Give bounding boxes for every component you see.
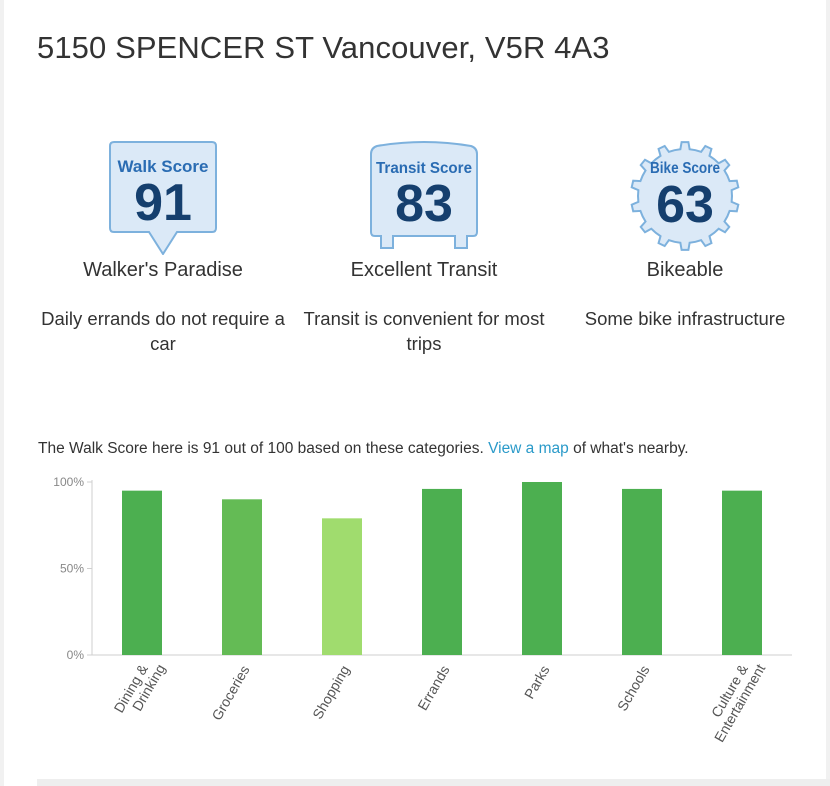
bike-score-subtext-link[interactable]: Some bike infrastructure xyxy=(584,308,786,329)
page-edge-right xyxy=(826,0,830,786)
address-title: 5150 SPENCER ST Vancouver, V5R 4A3 xyxy=(37,30,610,65)
bar-parks[interactable] xyxy=(522,482,562,655)
y-tick-label: 100% xyxy=(53,475,84,489)
x-category-label: Schools xyxy=(614,663,653,714)
bar-groceries[interactable] xyxy=(222,499,262,655)
bottom-divider xyxy=(37,779,830,786)
walk-score-intro: The Walk Score here is 91 out of 100 bas… xyxy=(38,440,689,458)
bike-score-label: Bike Score xyxy=(650,160,720,177)
view-map-link[interactable]: View a map xyxy=(488,440,569,457)
transit-score-label: Transit Score xyxy=(376,160,472,177)
x-category-label: Errands xyxy=(414,663,452,713)
bike-score-badge[interactable]: Bike Score 63 xyxy=(627,140,743,252)
x-category-label: Shopping xyxy=(309,663,352,722)
x-category-label: Groceries xyxy=(208,663,252,724)
bike-score-description: Bikeable xyxy=(646,259,724,281)
page-edge-left xyxy=(0,0,4,786)
transit-score-subtext-link[interactable]: Transit is convenient for most trips xyxy=(303,308,545,354)
transit-score-value: 83 xyxy=(395,175,453,233)
bar-shopping[interactable] xyxy=(322,518,362,655)
x-category-label: Parks xyxy=(521,663,553,702)
intro-text-end: of what's nearby. xyxy=(573,440,689,457)
y-tick-label: 0% xyxy=(67,648,85,662)
transit-score-subtext: Transit is convenient for most trips xyxy=(289,306,559,356)
walk-score-badge[interactable]: Walk Score 91 xyxy=(108,140,218,255)
gear-icon xyxy=(630,141,740,251)
bar-dining-drinking[interactable] xyxy=(122,490,162,655)
bike-score-subtext: Some bike infrastructure xyxy=(550,306,820,331)
bar-errands[interactable] xyxy=(422,488,462,655)
x-category-label: Dining &Drinking xyxy=(111,654,169,723)
bar-schools[interactable] xyxy=(622,488,662,655)
transit-score-badge[interactable]: Transit Score 83 xyxy=(369,140,479,252)
x-category-label: Culture &Entertainment xyxy=(698,654,768,745)
walk-score-description: Walker's Paradise xyxy=(83,259,243,281)
y-tick-label: 50% xyxy=(60,562,84,576)
walk-score-label: Walk Score xyxy=(117,157,208,176)
category-bar-chart: 0% 50% 100% Dining &Drinking Groceries Shopp… xyxy=(53,475,792,745)
intro-text: The Walk Score here is 91 out of 100 bas… xyxy=(38,440,484,457)
transit-score-description: Excellent Transit xyxy=(350,259,498,281)
bike-score-value: 63 xyxy=(656,176,714,234)
bar-culture-entertainment[interactable] xyxy=(722,490,762,655)
walk-score-subtext: Daily errands do not require a car xyxy=(28,306,298,356)
walk-score-value: 91 xyxy=(134,174,192,232)
walk-score-subtext-link[interactable]: Daily errands do not require a car xyxy=(41,308,285,354)
